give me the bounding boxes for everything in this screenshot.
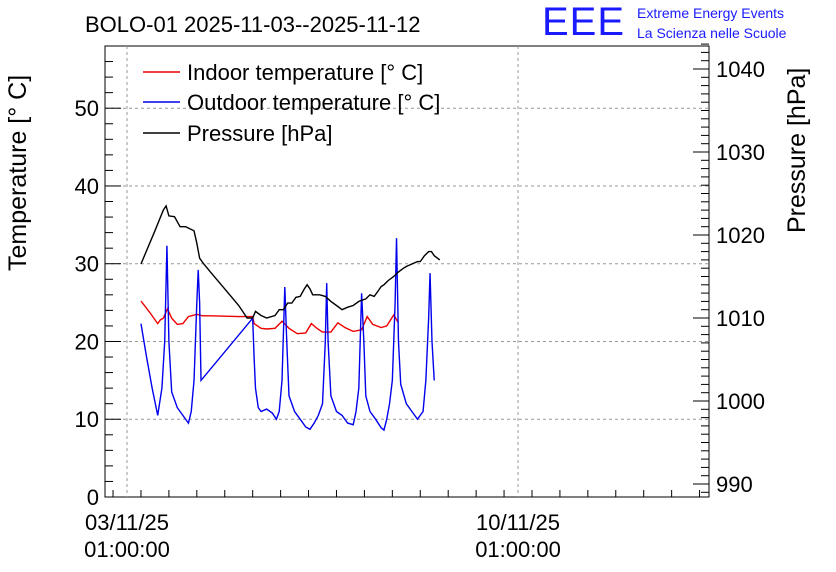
y2-tick-label: 1040	[716, 57, 765, 82]
x-tick-label-time: 01:00:00	[84, 537, 170, 562]
logo-line-2: La Scienza nelle Scuole	[637, 25, 787, 41]
x-tick-label-date: 03/11/25	[85, 510, 169, 535]
y-tick-label: 10	[75, 407, 99, 432]
axes: 010203040509901000101010201030104003/11/…	[75, 43, 765, 562]
x-tick-label-date: 10/11/25	[476, 510, 560, 535]
y-axis-label: Temperature [° C]	[4, 75, 32, 271]
legend-label-3: Pressure [hPa]	[187, 121, 333, 146]
series-line-1	[140, 300, 399, 335]
eee-logo: EEE	[542, 0, 626, 44]
legend-label-2: Outdoor temperature [° C]	[187, 90, 440, 115]
series-line-2	[140, 238, 435, 432]
y-tick-label: 20	[75, 329, 99, 354]
y2-tick-label: 1020	[716, 223, 765, 248]
y2-axis-label: Pressure [hPa]	[783, 68, 811, 233]
series-line-3	[140, 204, 441, 319]
series-group	[140, 204, 441, 432]
y-tick-label: 50	[75, 96, 99, 121]
y-tick-label: 40	[75, 174, 99, 199]
y2-tick-label: 1000	[716, 389, 765, 414]
plot-frame	[104, 45, 710, 498]
y-tick-label: 0	[87, 485, 99, 510]
legend-label-1: Indoor temperature [° C]	[187, 60, 423, 85]
logo-line-1: Extreme Energy Events	[637, 5, 785, 21]
y2-tick-label: 990	[716, 472, 753, 497]
y2-tick-label: 1010	[716, 306, 765, 331]
y-tick-label: 30	[75, 252, 99, 277]
legend: Indoor temperature [° C] Outdoor temperat…	[143, 60, 440, 146]
y2-tick-label: 1030	[716, 140, 765, 165]
chart-title: BOLO-01 2025-11-03--2025-11-12	[85, 12, 421, 37]
grid	[105, 46, 709, 497]
x-tick-label-time: 01:00:00	[475, 537, 561, 562]
